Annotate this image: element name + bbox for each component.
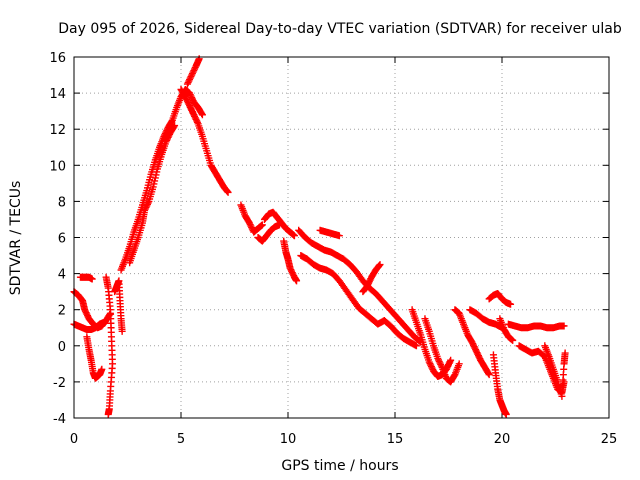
data-point bbox=[455, 360, 463, 368]
gridlines bbox=[74, 57, 609, 418]
data-point bbox=[171, 122, 179, 130]
x-tick-label: 0 bbox=[70, 432, 78, 447]
chart-title: Day 095 of 2026, Sidereal Day-to-day VTE… bbox=[58, 21, 622, 37]
data-point bbox=[193, 118, 201, 126]
data-point bbox=[144, 199, 152, 207]
x-tick-label: 20 bbox=[494, 432, 511, 447]
data-point bbox=[195, 55, 203, 63]
y-tick-label: 6 bbox=[58, 232, 66, 247]
y-tick-label: -2 bbox=[53, 376, 66, 391]
data-point bbox=[447, 356, 455, 364]
data-point bbox=[412, 342, 420, 350]
data-point bbox=[98, 365, 106, 373]
data-point bbox=[104, 410, 112, 418]
y-tick-label: 4 bbox=[58, 268, 66, 283]
data-point bbox=[198, 111, 206, 119]
data-point bbox=[88, 275, 96, 283]
y-tick-label: 10 bbox=[49, 159, 66, 174]
data-point bbox=[170, 123, 178, 131]
data-point bbox=[258, 221, 266, 229]
data-point bbox=[100, 318, 108, 326]
data-point bbox=[560, 322, 568, 330]
x-axis-label: GPS time / hours bbox=[281, 458, 398, 474]
x-tick-label: 15 bbox=[387, 432, 404, 447]
plot-frame bbox=[73, 56, 610, 419]
y-tick-label: 16 bbox=[49, 51, 66, 66]
data-point bbox=[198, 110, 206, 118]
y-tick-label: 0 bbox=[58, 340, 66, 355]
data-point bbox=[290, 232, 298, 240]
data-point bbox=[375, 261, 383, 269]
data-point bbox=[485, 371, 493, 379]
x-tick-label: 25 bbox=[601, 432, 618, 447]
data-point bbox=[484, 369, 492, 377]
data-point bbox=[502, 410, 510, 418]
y-tick-label: 12 bbox=[49, 123, 66, 138]
y-tick-label: 8 bbox=[58, 195, 66, 210]
data-point bbox=[223, 187, 231, 195]
data-point bbox=[561, 349, 569, 357]
data-point bbox=[118, 327, 126, 335]
x-tick-label: 5 bbox=[177, 432, 185, 447]
y-tick-label: 2 bbox=[58, 304, 66, 319]
y-axis-label: SDTVAR / TECUs bbox=[8, 181, 24, 296]
data-point bbox=[224, 188, 232, 196]
axis-ticks: 0 5 10 15 20 25 -4 -2 0 2 4 6 8 10 12 14 16 bbox=[49, 51, 617, 447]
data-point bbox=[509, 336, 517, 344]
data-points bbox=[70, 55, 569, 418]
data-point bbox=[376, 261, 384, 269]
y-tick-label: -4 bbox=[53, 412, 66, 427]
data-point bbox=[335, 232, 343, 240]
data-point bbox=[275, 221, 283, 229]
data-point bbox=[437, 362, 445, 370]
y-tick-label: 14 bbox=[49, 87, 66, 102]
data-point bbox=[293, 277, 301, 285]
data-point bbox=[168, 117, 176, 125]
data-point bbox=[507, 300, 515, 308]
data-point bbox=[446, 358, 454, 366]
x-tick-label: 10 bbox=[280, 432, 297, 447]
